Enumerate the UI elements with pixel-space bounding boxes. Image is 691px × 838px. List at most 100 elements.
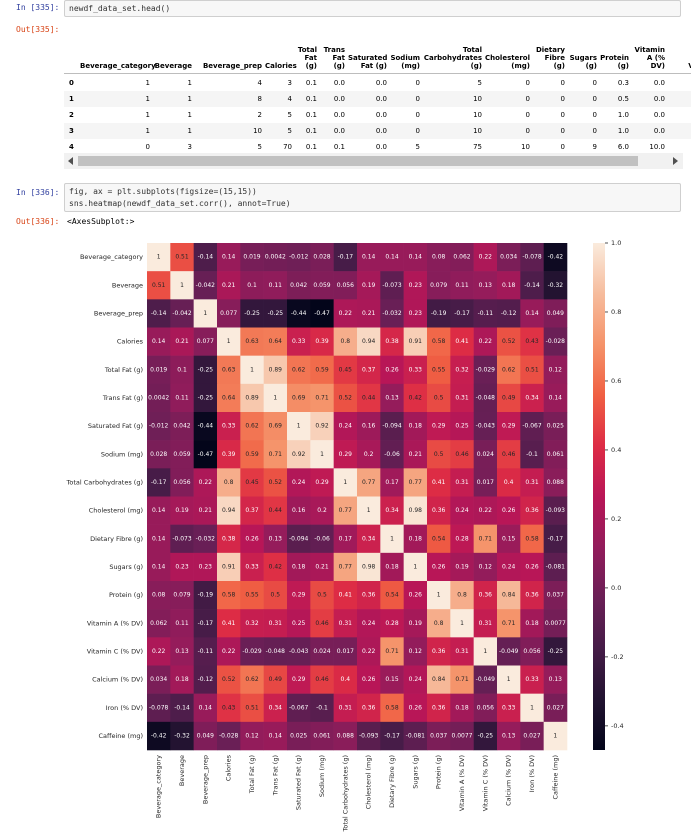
heatmap-cell — [217, 412, 241, 441]
table-cell: 0 — [592, 79, 597, 87]
cell-annotation: 0.26 — [525, 563, 539, 570]
code-input[interactable]: newdf_data_set.head() — [64, 0, 681, 17]
heatmap-cell — [543, 412, 568, 441]
heatmap-cell — [147, 665, 171, 694]
heatmap-cell — [333, 665, 358, 694]
y-tick-label: Total Fat (g) — [104, 366, 143, 374]
heatmap-cell — [217, 581, 241, 610]
table-cell: 0.1 — [305, 143, 317, 150]
scroll-left[interactable] — [68, 157, 73, 165]
cell-annotation: -0.14 — [151, 310, 167, 317]
heatmap-cell — [240, 609, 264, 638]
heatmap-cell — [427, 609, 451, 638]
cell-annotation: 0.63 — [222, 366, 236, 373]
cell-annotation: 0.028 — [313, 254, 330, 261]
cell-annotation: 0.061 — [313, 732, 330, 739]
x-tick-label: Vitamin A (% DV) — [458, 755, 466, 811]
table-cell: 0 — [525, 95, 530, 103]
cell-annotation: 0.59 — [315, 366, 329, 373]
cell-annotation: 0.22 — [152, 648, 166, 655]
heatmap-cell — [497, 327, 521, 356]
heatmap-cell — [497, 299, 521, 328]
cell-annotation: -0.012 — [289, 254, 309, 261]
cell-annotation: 0.21 — [362, 310, 376, 317]
cell-annotation: -0.042 — [196, 282, 216, 289]
cell-annotation: 0.26 — [409, 592, 423, 599]
heatmap-cell — [217, 468, 241, 497]
cell-annotation: 0.41 — [222, 620, 236, 627]
heatmap-cell — [263, 299, 288, 328]
cell-annotation: 0.059 — [313, 282, 330, 289]
cell-annotation: 0.11 — [269, 282, 283, 289]
heatmap-cell — [193, 581, 218, 610]
heatmap-cell — [427, 468, 451, 497]
cell-annotation: 0.31 — [455, 394, 469, 401]
horizontal-scrollbar[interactable] — [64, 153, 683, 169]
colorbar-tick-label: 1.0 — [611, 239, 621, 247]
heatmap-cell — [427, 581, 451, 610]
heatmap-cell — [380, 271, 404, 300]
heatmap-cell — [310, 665, 334, 694]
cell-annotation: 0.59 — [245, 451, 259, 458]
scroll-right[interactable] — [673, 157, 678, 165]
cell-annotation: -0.11 — [478, 310, 494, 317]
heatmap-cell — [520, 637, 544, 666]
heatmap-cell — [403, 693, 428, 723]
heatmap-cell — [543, 271, 568, 300]
heatmap-cell — [473, 524, 498, 554]
heatmap-cell — [543, 581, 568, 610]
cell-annotation: 0.14 — [152, 507, 166, 514]
heatmap-cell — [497, 496, 521, 525]
code-input[interactable]: fig, ax = plt.subplots(figsize=(15,15)) … — [64, 183, 681, 212]
heatmap-cell — [427, 693, 451, 723]
scroll-thumb[interactable] — [78, 156, 638, 166]
heatmap-cell — [147, 581, 171, 610]
x-tick-label: Iron (% DV) — [528, 755, 536, 792]
cell-annotation: 0.8 — [457, 592, 467, 599]
heatmap-cell — [497, 721, 521, 751]
table-cell: 0.1 — [305, 79, 317, 87]
heatmap-cell — [263, 581, 288, 610]
heatmap-cell — [217, 327, 241, 356]
cell-annotation: 0.71 — [479, 535, 493, 542]
heatmap-cell — [263, 412, 288, 441]
heatmap-cell — [520, 327, 544, 356]
cell-annotation: 0.39 — [222, 451, 236, 458]
cell-annotation: 0.5 — [434, 394, 444, 401]
cell-annotation: 1 — [390, 535, 394, 542]
heatmap-cell — [357, 581, 381, 610]
cell-annotation: 0.14 — [152, 338, 166, 345]
cell-annotation: 0.11 — [455, 282, 469, 289]
heatmap-cell — [543, 355, 568, 385]
cell-annotation: 0.8 — [434, 620, 444, 627]
heatmap-cell — [240, 243, 264, 272]
y-tick-label: Iron (% DV) — [106, 704, 143, 712]
heatmap-cell — [333, 412, 358, 441]
input-prompt: In [335]: — [16, 3, 60, 12]
heatmap-cell — [403, 581, 428, 610]
cell-annotation: 0.14 — [409, 254, 423, 261]
cell-annotation: 0.51 — [152, 282, 166, 289]
heatmap-cell — [520, 243, 544, 272]
heatmap-cell — [170, 271, 194, 300]
cell-annotation: 0.25 — [292, 620, 306, 627]
heatmap-cell — [543, 496, 568, 525]
cell-annotation: -0.032 — [382, 310, 402, 317]
heatmap-cell — [240, 693, 264, 723]
cell-annotation: 0.64 — [222, 394, 236, 401]
heatmap-cell — [240, 299, 264, 328]
table-cell: 1 — [187, 127, 192, 135]
table-cell: 0.0 — [653, 79, 665, 87]
cell-annotation: -0.049 — [499, 648, 519, 655]
cell-annotation: 0.55 — [432, 366, 446, 373]
table-cell: 1.0 — [617, 111, 629, 119]
column-header: Trans Fat (g) — [323, 46, 345, 70]
cell-annotation: -0.47 — [314, 310, 330, 317]
cell-annotation: 1 — [530, 704, 534, 711]
column-header: Sodium (mg) — [390, 54, 420, 70]
table-cell: 0.1 — [305, 111, 317, 119]
heatmap-cell — [473, 271, 498, 300]
cell-annotation: 0.16 — [362, 423, 376, 430]
output-prompt: Out[336]: — [16, 217, 60, 226]
heatmap-cell — [287, 552, 311, 582]
